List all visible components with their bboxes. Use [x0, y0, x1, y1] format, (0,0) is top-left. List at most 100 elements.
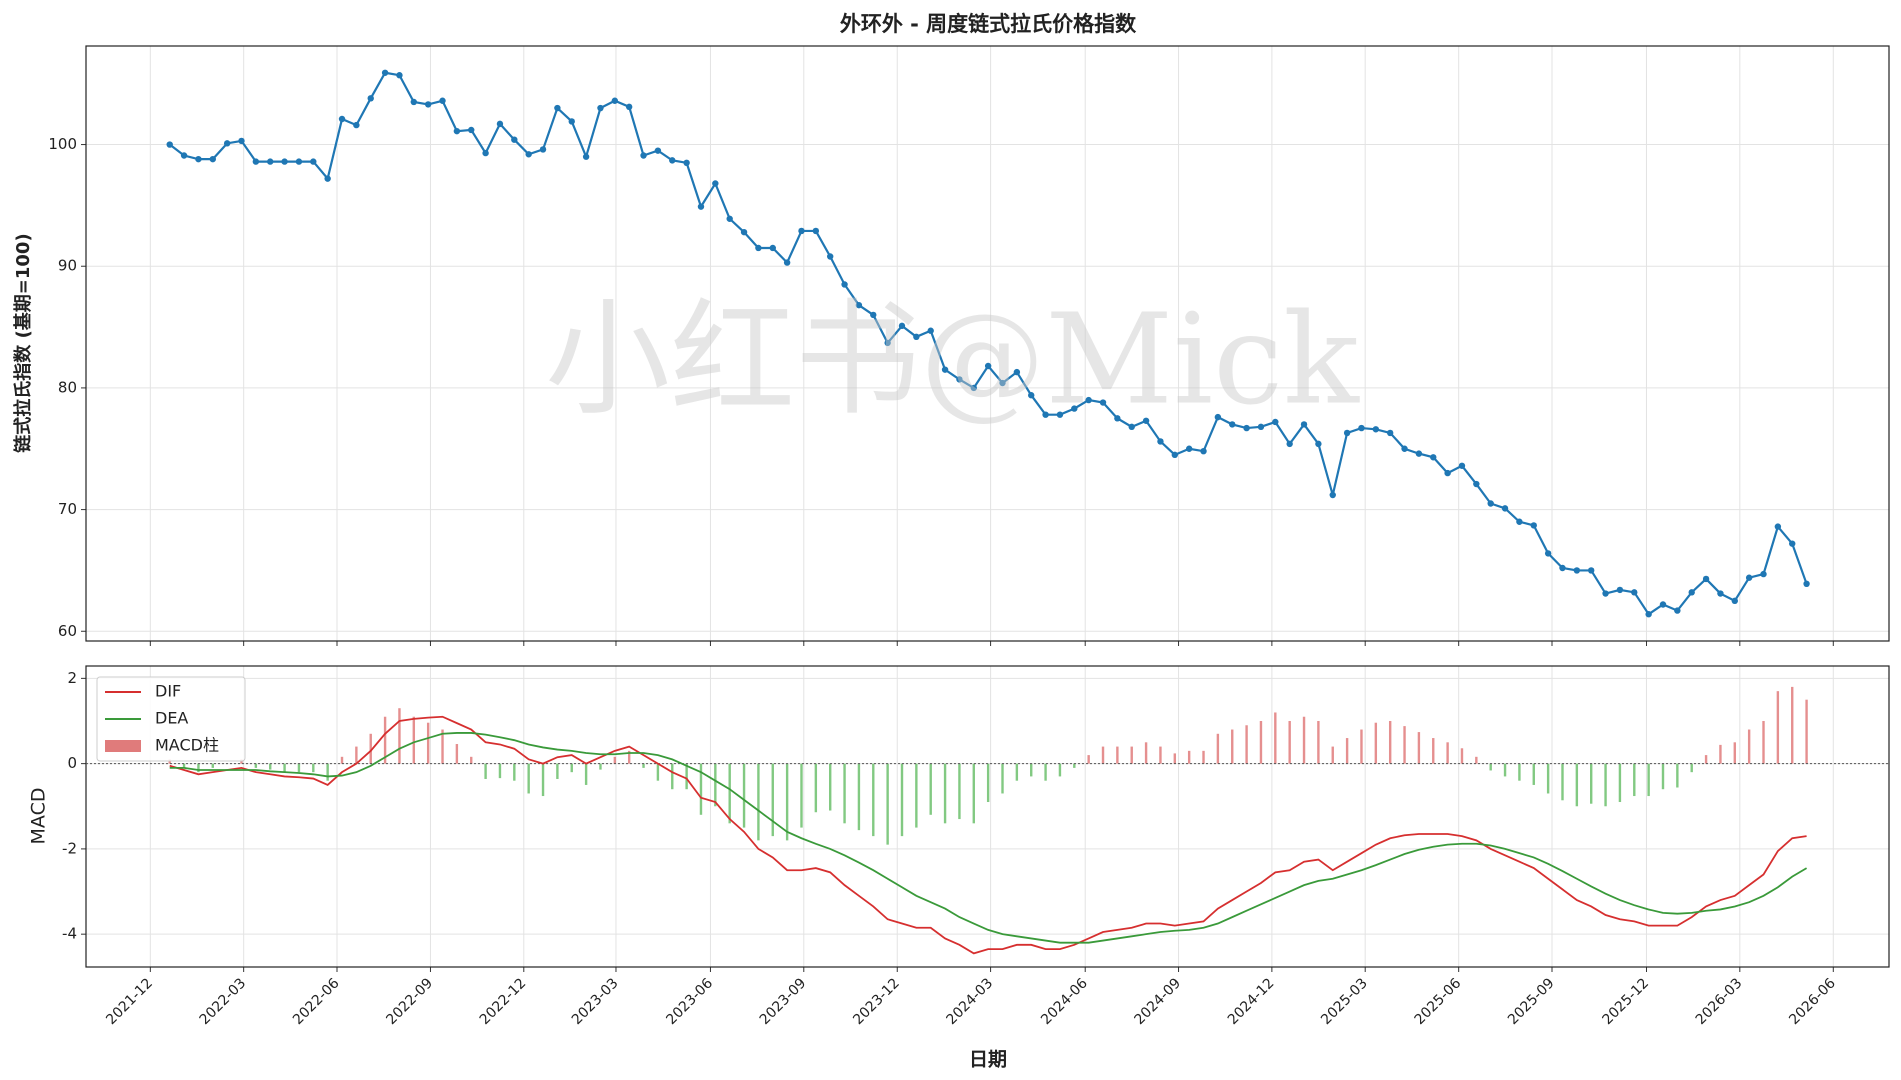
index-point — [1430, 454, 1437, 461]
index-point — [324, 175, 331, 182]
plot-area: 60 70 80 90 100 — [48, 45, 1890, 646]
macd-bar — [757, 763, 760, 841]
macd-bar — [1432, 738, 1435, 764]
macd-bar — [685, 763, 688, 790]
macd-bar — [240, 759, 243, 764]
index-point — [1056, 411, 1064, 418]
index-point — [1229, 421, 1236, 428]
index-point — [281, 158, 288, 165]
macd-bar — [1388, 720, 1392, 764]
index-point — [927, 327, 934, 334]
index-point — [496, 120, 504, 128]
index-point — [726, 215, 733, 222]
macd-bar — [656, 763, 660, 781]
macd-bar — [843, 763, 846, 824]
index-point — [582, 153, 590, 160]
macd-line — [169, 715, 1807, 955]
x-axis-label: 日期 — [969, 1049, 1007, 1071]
index-point — [1401, 445, 1408, 452]
index-point — [238, 137, 245, 145]
index-point — [1415, 450, 1423, 457]
macd-bar — [671, 763, 674, 790]
macd-bar — [1044, 763, 1047, 781]
index-point — [511, 136, 518, 143]
macd-bar — [1202, 750, 1205, 764]
index-point — [898, 322, 906, 330]
index-point — [554, 104, 561, 112]
macd-bar — [1647, 763, 1650, 797]
y-tick-label: -2 — [62, 839, 77, 857]
macd-bar — [1403, 726, 1406, 764]
index-point — [295, 158, 303, 165]
index-point — [712, 180, 719, 187]
macd-bar — [1274, 712, 1277, 764]
macd-bar — [814, 763, 818, 813]
index-point — [1128, 423, 1135, 431]
macd-bar — [785, 763, 789, 841]
macd-bar — [972, 763, 975, 824]
macd-bar — [498, 763, 502, 779]
macd-bar — [1747, 729, 1751, 764]
index-point — [1329, 491, 1336, 499]
index-point — [1171, 451, 1179, 459]
macd-bar — [1101, 746, 1105, 764]
index-point — [539, 146, 547, 153]
index-point — [267, 158, 274, 165]
index-point — [812, 227, 820, 235]
index-point — [1343, 429, 1351, 437]
macd-bar — [1776, 691, 1780, 764]
legend-label: MACD柱 — [155, 736, 219, 755]
macd-bar — [1791, 686, 1794, 764]
index-point — [367, 95, 374, 102]
macd-bar — [1216, 733, 1220, 764]
macd-bar — [1015, 763, 1019, 781]
macd-bar — [1245, 725, 1248, 764]
macd-bar — [1604, 763, 1607, 807]
macd-bar — [470, 756, 473, 764]
index-point — [1013, 368, 1021, 376]
index-point — [424, 101, 432, 108]
macd-bar — [1317, 720, 1320, 764]
y-tick-label: -4 — [62, 925, 77, 943]
macd-bar — [340, 756, 344, 764]
chart-title: 外环外 - 周度链式拉氏价格指数 — [840, 12, 1137, 36]
index-point — [1315, 440, 1322, 448]
macd-bar — [728, 763, 731, 824]
macd-bar — [441, 729, 444, 764]
index-point — [654, 147, 662, 154]
macd-bar — [269, 763, 272, 770]
macd-bar — [872, 763, 875, 837]
index-point — [1142, 417, 1150, 424]
index-point — [1717, 590, 1724, 597]
macd-bar — [1690, 763, 1693, 773]
macd-bar — [642, 763, 645, 768]
index-point — [913, 333, 920, 341]
y-axis-label: 链式拉氏指数 (基期=100) — [12, 233, 34, 452]
index-point — [755, 244, 762, 252]
macd-bar — [1173, 753, 1177, 764]
y-tick-label: 60 — [58, 622, 77, 640]
index-point — [338, 115, 346, 123]
index-point — [1386, 429, 1394, 437]
macd-bar — [297, 763, 301, 773]
index-point — [1559, 564, 1566, 572]
macd-bar — [484, 763, 487, 779]
macd-bar — [1058, 763, 1062, 777]
index-point — [640, 152, 647, 159]
legend: DIF DEA MACD柱 — [96, 676, 246, 762]
index-point — [396, 72, 403, 79]
macd-bar — [398, 708, 401, 764]
macd-bar — [1288, 720, 1291, 764]
macd-bar — [943, 763, 947, 824]
index-point — [209, 155, 216, 163]
index-point — [884, 339, 891, 347]
macd-bar — [1087, 755, 1090, 764]
index-point — [1214, 413, 1222, 421]
macd-bar — [1661, 763, 1665, 790]
index-point — [841, 281, 848, 288]
index-point — [1789, 540, 1796, 547]
macd-bar — [627, 750, 631, 764]
index-point — [410, 98, 418, 106]
index-point — [1099, 399, 1107, 406]
index-point — [1300, 421, 1308, 428]
